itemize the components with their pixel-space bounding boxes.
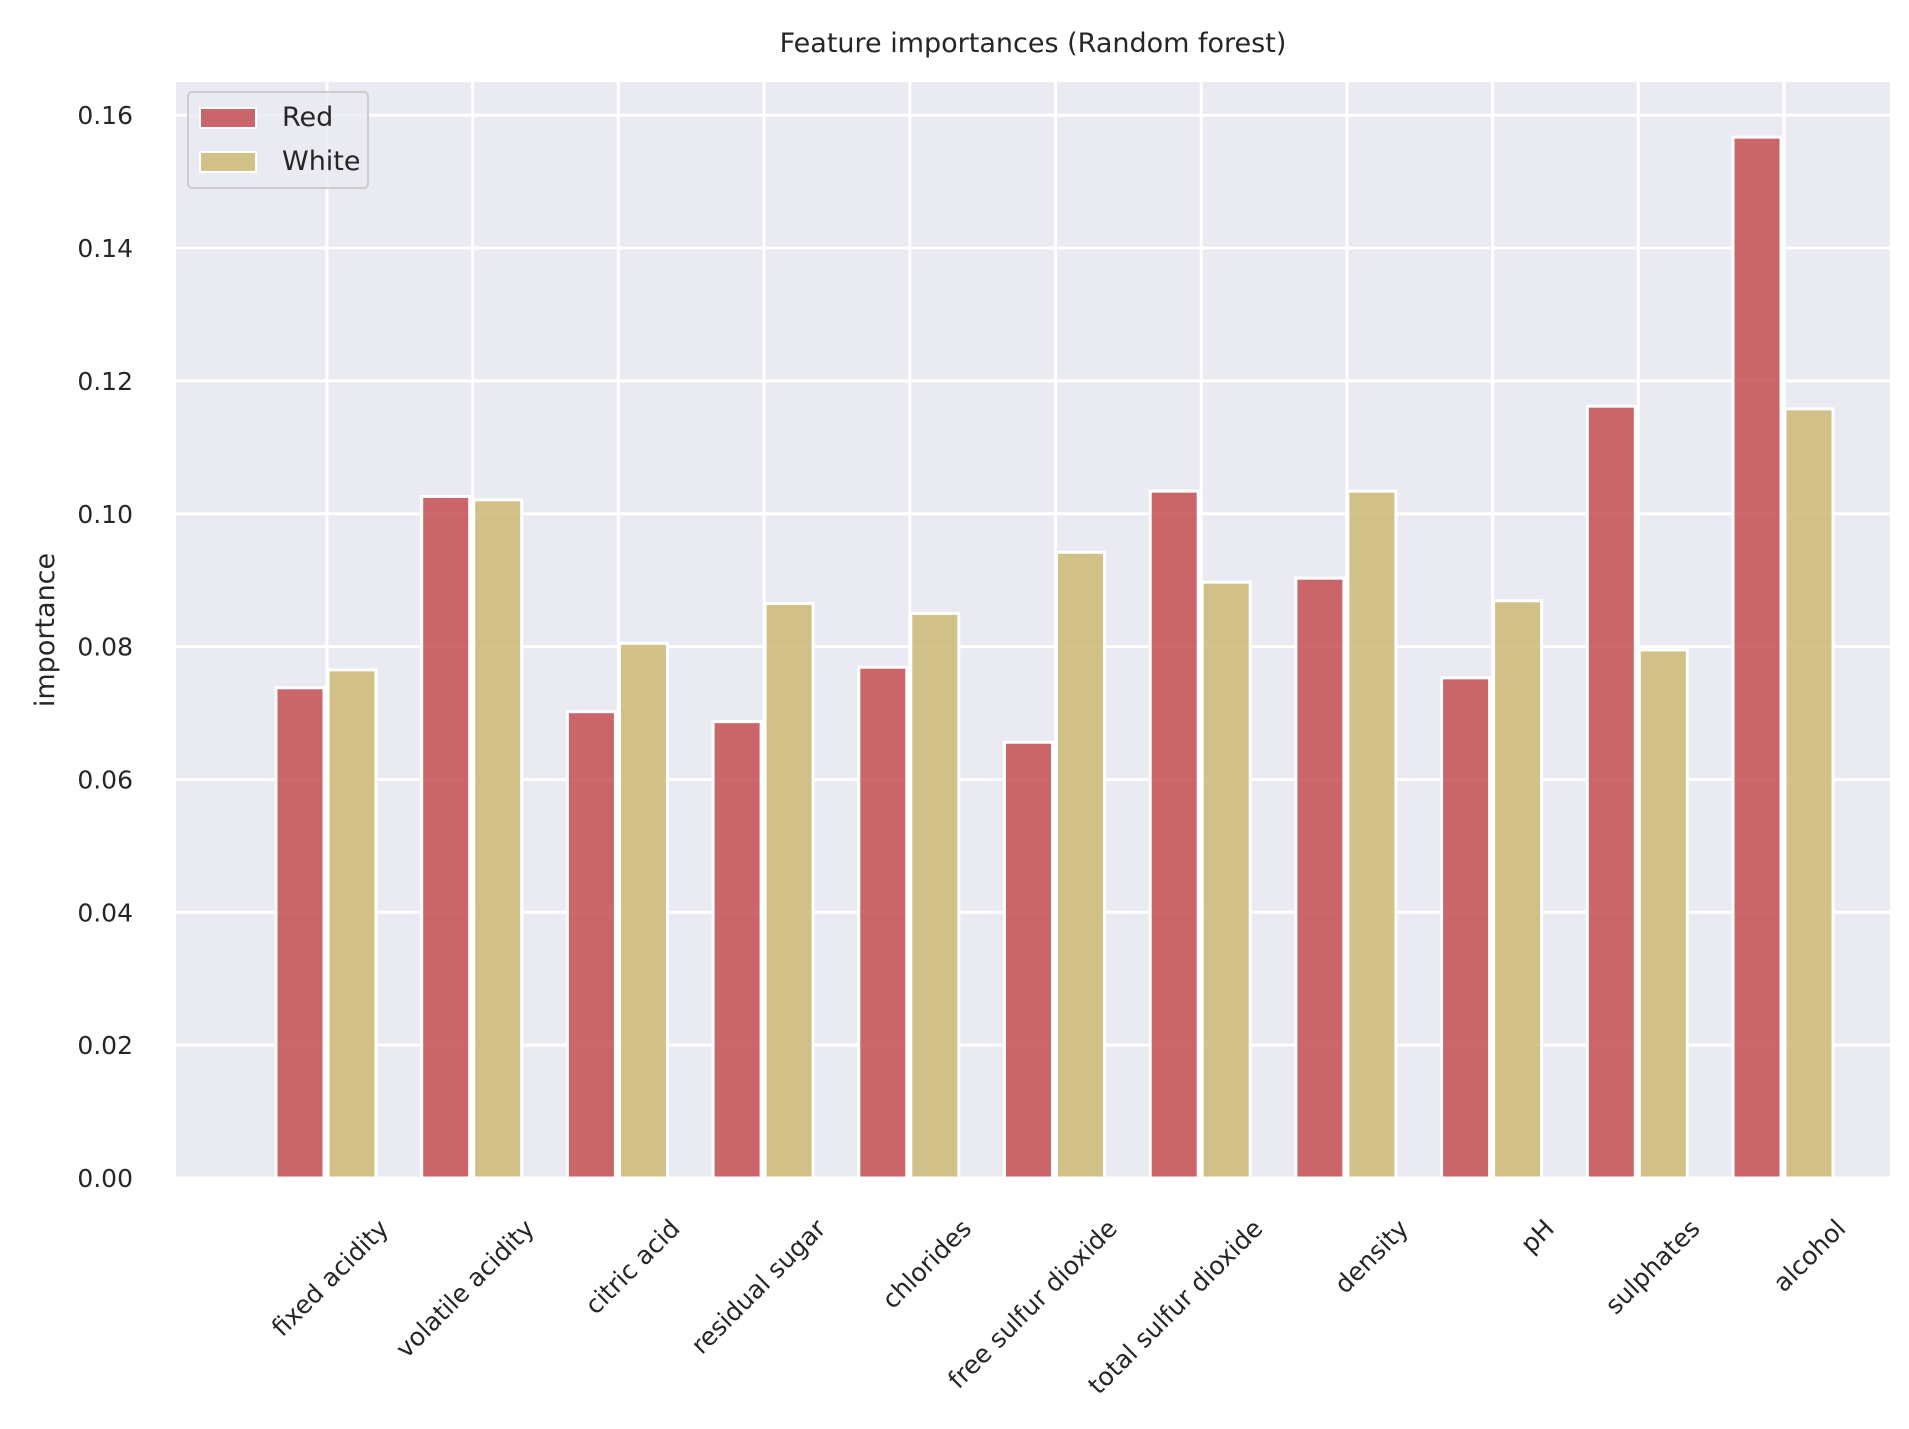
y-tick-label: 0.08 bbox=[77, 633, 133, 662]
x-tick-label: density bbox=[1329, 1214, 1414, 1299]
x-tick-label: sulphates bbox=[1599, 1214, 1705, 1320]
bar-white bbox=[472, 498, 524, 1180]
x-tick-label: residual sugar bbox=[685, 1213, 831, 1359]
bar-white bbox=[1200, 580, 1252, 1180]
x-tick-label: alcohol bbox=[1768, 1214, 1852, 1298]
chart-title: Feature importances (Random forest) bbox=[780, 28, 1287, 59]
bar-red bbox=[1440, 676, 1492, 1180]
bar-red bbox=[1731, 135, 1783, 1180]
x-tick-label: fixed acidity bbox=[266, 1214, 394, 1342]
bar-white bbox=[1055, 550, 1106, 1180]
y-tick-labels: 0.00 0.02 0.04 0.06 0.08 0.10 0.12 0.14 0.16 bbox=[77, 101, 133, 1193]
legend-label-white: White bbox=[282, 146, 361, 177]
bar-red bbox=[711, 720, 763, 1180]
y-tick-label: 0.10 bbox=[77, 500, 133, 529]
bar-white bbox=[1637, 648, 1689, 1180]
bar-white bbox=[326, 668, 378, 1180]
bar-red bbox=[857, 665, 909, 1180]
y-tick-label: 0.12 bbox=[77, 367, 133, 396]
x-tick-label: chlorides bbox=[876, 1214, 977, 1315]
bar-white bbox=[763, 601, 815, 1180]
bar-red bbox=[274, 686, 326, 1180]
bar-red bbox=[1148, 489, 1200, 1180]
legend-label-red: Red bbox=[282, 102, 333, 133]
bar-white bbox=[1346, 489, 1398, 1180]
y-tick-label: 0.16 bbox=[77, 101, 133, 130]
bar-white bbox=[1783, 407, 1835, 1180]
legend-swatch-red bbox=[199, 107, 257, 129]
y-tick-label: 0.14 bbox=[77, 234, 133, 263]
y-tick-label: 0.00 bbox=[77, 1164, 133, 1193]
y-tick-label: 0.06 bbox=[77, 765, 133, 794]
legend: Red White bbox=[187, 91, 369, 189]
legend-swatch-white bbox=[199, 151, 257, 173]
bars-layer bbox=[274, 135, 1835, 1180]
bar-red bbox=[1294, 576, 1346, 1180]
bar-white bbox=[1492, 599, 1544, 1180]
y-tick-label: 0.02 bbox=[77, 1031, 133, 1060]
bar-red bbox=[420, 494, 472, 1180]
bar-white bbox=[909, 611, 961, 1180]
x-tick-label: citric acid bbox=[579, 1214, 685, 1320]
bar-white bbox=[617, 641, 669, 1180]
y-axis-label: importance bbox=[30, 553, 61, 707]
x-tick-label: volatile acidity bbox=[390, 1214, 540, 1364]
x-tick-label: pH bbox=[1515, 1214, 1560, 1259]
y-tick-label: 0.04 bbox=[77, 898, 133, 927]
bar-red bbox=[1585, 404, 1637, 1180]
bar-red bbox=[1003, 740, 1054, 1180]
bar-red bbox=[565, 710, 617, 1180]
